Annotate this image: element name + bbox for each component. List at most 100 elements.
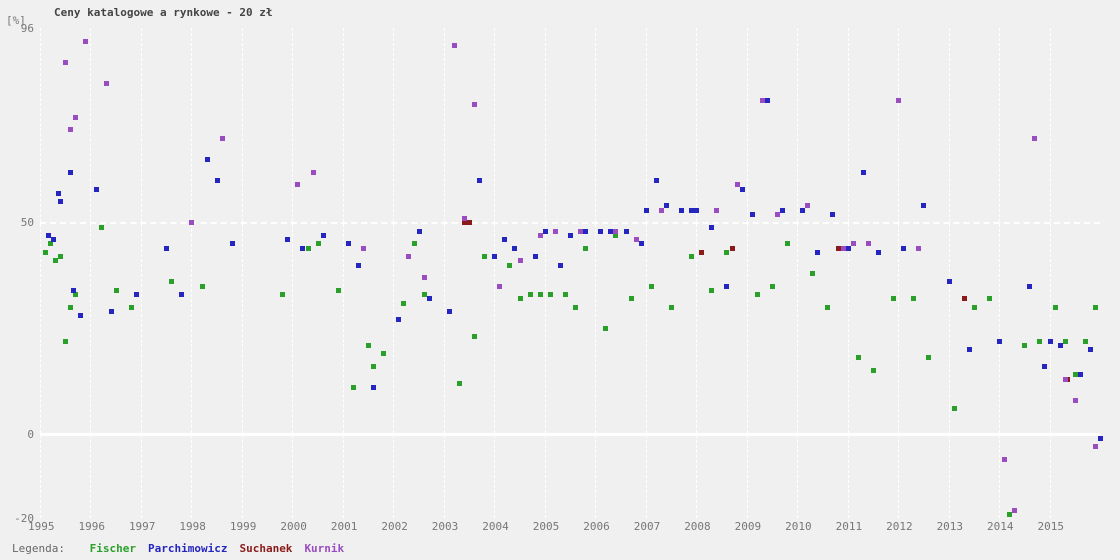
data-point <box>603 326 608 331</box>
data-point <box>1042 364 1047 369</box>
data-point <box>1027 284 1032 289</box>
data-point <box>68 127 73 132</box>
data-point <box>553 229 558 234</box>
data-point <box>472 334 477 339</box>
data-point <box>1098 436 1103 441</box>
data-point <box>654 178 659 183</box>
data-point <box>189 220 194 225</box>
data-point <box>583 229 588 234</box>
data-point <box>104 81 109 86</box>
data-point <box>1063 339 1068 344</box>
data-point <box>750 212 755 217</box>
data-point <box>780 208 785 213</box>
data-point <box>366 343 371 348</box>
data-point <box>669 305 674 310</box>
data-point <box>689 254 694 259</box>
data-point <box>664 203 669 208</box>
data-point <box>200 284 205 289</box>
data-point <box>381 351 386 356</box>
chart-title: Ceny katalogowe a rynkowe - 20 zł <box>54 6 273 19</box>
data-point <box>129 305 134 310</box>
data-point <box>502 237 507 242</box>
data-point <box>83 39 88 44</box>
data-point <box>548 292 553 297</box>
data-point <box>477 178 482 183</box>
data-point <box>300 246 305 251</box>
data-point <box>765 98 770 103</box>
data-point <box>871 368 876 373</box>
data-point <box>952 406 957 411</box>
data-point <box>73 115 78 120</box>
data-point <box>730 246 735 251</box>
data-point <box>99 225 104 230</box>
data-point <box>972 305 977 310</box>
data-point <box>1048 339 1053 344</box>
data-point <box>629 296 634 301</box>
data-point <box>285 237 290 242</box>
data-point <box>760 98 765 103</box>
data-point <box>563 292 568 297</box>
data-point <box>851 241 856 246</box>
data-point <box>58 254 63 259</box>
data-point <box>1002 457 1007 462</box>
data-point <box>1063 377 1068 382</box>
data-point <box>634 237 639 242</box>
data-point <box>543 229 548 234</box>
legend-item: Parchimowicz <box>148 542 227 555</box>
data-point <box>169 279 174 284</box>
legend: Legenda: FischerParchimowiczSuchanekKurn… <box>6 542 356 555</box>
data-point <box>78 313 83 318</box>
legend-item: Suchanek <box>239 542 292 555</box>
data-point <box>43 250 48 255</box>
data-point <box>371 364 376 369</box>
data-point <box>56 191 61 196</box>
data-point <box>679 208 684 213</box>
data-point <box>1078 372 1083 377</box>
data-point <box>825 305 830 310</box>
data-point <box>558 263 563 268</box>
data-point <box>1083 339 1088 344</box>
data-point <box>659 208 664 213</box>
data-point <box>533 254 538 259</box>
data-point <box>735 182 740 187</box>
data-point <box>346 241 351 246</box>
data-point <box>649 284 654 289</box>
data-point <box>482 254 487 259</box>
data-point <box>507 263 512 268</box>
data-point <box>311 170 316 175</box>
data-point <box>361 246 366 251</box>
data-point <box>699 250 704 255</box>
data-point <box>1073 398 1078 403</box>
data-point <box>815 250 820 255</box>
data-point <box>1012 508 1017 513</box>
data-point <box>412 241 417 246</box>
data-point <box>926 355 931 360</box>
data-point <box>321 233 326 238</box>
data-point <box>220 136 225 141</box>
data-point <box>775 212 780 217</box>
data-point <box>967 347 972 352</box>
legend-item: Fischer <box>90 542 136 555</box>
data-point <box>856 355 861 360</box>
data-point <box>467 220 472 225</box>
data-point <box>230 241 235 246</box>
data-point <box>51 237 56 242</box>
data-point <box>962 296 967 301</box>
data-point <box>901 246 906 251</box>
data-point <box>492 254 497 259</box>
data-point <box>694 208 699 213</box>
data-point <box>63 60 68 65</box>
data-point <box>911 296 916 301</box>
data-point <box>830 212 835 217</box>
data-point <box>896 98 901 103</box>
data-point <box>497 284 502 289</box>
data-point <box>1032 136 1037 141</box>
data-point <box>921 203 926 208</box>
data-point <box>538 233 543 238</box>
data-point <box>1093 305 1098 310</box>
data-point <box>512 246 517 251</box>
data-point <box>583 246 588 251</box>
data-point <box>841 246 846 251</box>
data-point <box>578 229 583 234</box>
data-point <box>639 241 644 246</box>
